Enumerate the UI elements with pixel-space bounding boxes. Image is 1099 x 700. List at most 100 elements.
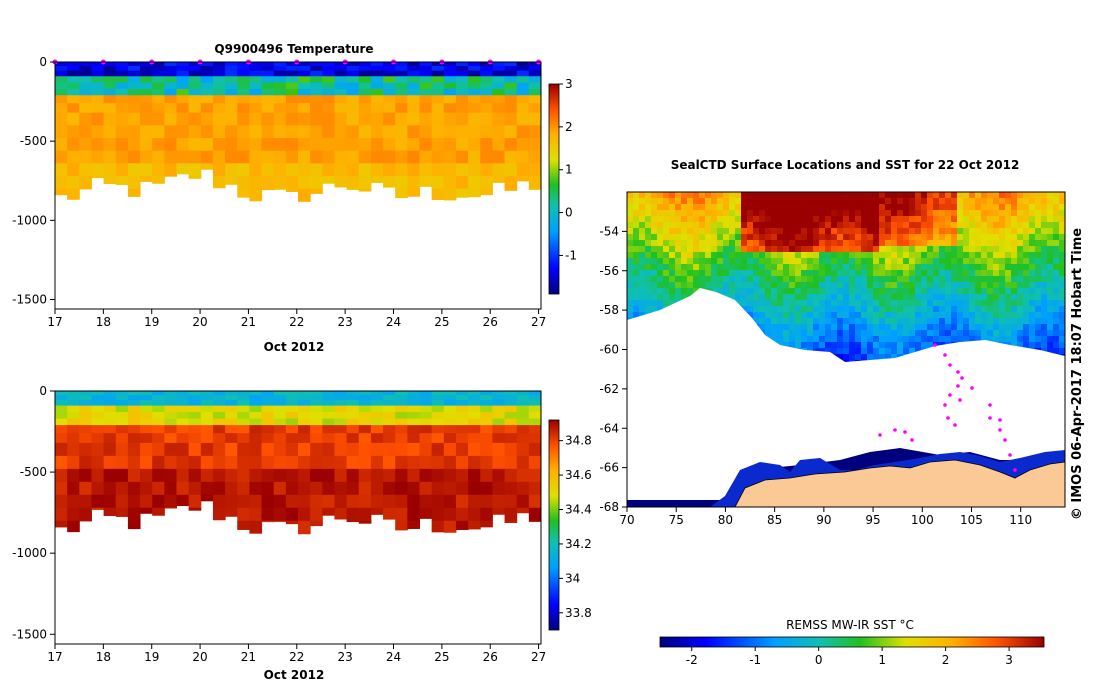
sst-cell [1041, 276, 1048, 283]
temperature-cell [237, 103, 250, 114]
temperature-cell [67, 150, 80, 164]
salinity-cell [310, 418, 323, 426]
sst-cell [663, 216, 670, 223]
sst-cell [957, 288, 964, 295]
sst-cell [711, 240, 718, 247]
sst-cell [747, 222, 754, 229]
sst-cell [759, 216, 766, 223]
temperature-cell [91, 176, 105, 179]
sst-cell [657, 258, 664, 265]
sst-cell [645, 246, 652, 253]
temperature-cell [212, 95, 226, 104]
temperature-cell [91, 95, 105, 104]
sst-cell [1011, 336, 1018, 343]
sst-cell [981, 300, 988, 307]
sst-cell [861, 462, 868, 469]
sst-cell [951, 306, 958, 313]
salinity-cell [480, 468, 493, 483]
temperature-cell [334, 112, 348, 126]
sst-cell [933, 336, 940, 343]
sst-cell [849, 192, 856, 199]
sst-cell [915, 450, 922, 457]
sst-cell [1047, 300, 1054, 307]
temperature-cell [237, 112, 250, 126]
salinity-cell [237, 468, 250, 483]
temperature-cell [370, 103, 384, 114]
sst-cell [933, 276, 940, 283]
temperature-cell [528, 65, 542, 72]
salinity-cell [225, 395, 238, 401]
sst-cell [939, 264, 946, 271]
sst-cell [927, 192, 934, 199]
sst-cell [819, 240, 826, 247]
sst-cell [945, 306, 952, 313]
salinity-cell [383, 412, 396, 420]
temperature-cell [383, 88, 396, 96]
salinity-cell [395, 412, 408, 420]
temperature-cell [67, 138, 80, 152]
temperature-cell [480, 138, 493, 152]
sst-cell [867, 312, 874, 319]
sst-cell [759, 306, 766, 313]
salinity-cell [285, 468, 299, 483]
salinity-cell [322, 468, 335, 483]
sst-cell [1059, 240, 1065, 247]
temperature-cell [225, 88, 238, 96]
salinity-cell [443, 405, 457, 413]
sst-cell [939, 258, 946, 265]
temperature-cell [407, 88, 420, 96]
salinity-cell [383, 433, 396, 444]
sst-cell [819, 222, 826, 229]
sst-cell [735, 234, 742, 241]
sst-cell [981, 282, 988, 289]
sst-cell [981, 204, 988, 211]
salinity-cell [443, 481, 457, 496]
sst-cell [969, 240, 976, 247]
sst-cell [1029, 276, 1036, 283]
sst-cell [957, 240, 964, 247]
sst-cell [783, 264, 790, 271]
sst-cell [801, 270, 808, 277]
temperature-cell [468, 138, 481, 152]
salinity-cell [516, 455, 530, 470]
salinity-cell [115, 455, 129, 470]
sst-cell [1035, 222, 1042, 229]
sst-cell [795, 252, 802, 259]
sst-cell [741, 300, 748, 307]
salinity-cell [285, 405, 299, 413]
sst-cell [651, 240, 658, 247]
sst-cell [633, 282, 640, 289]
sst-cell [1047, 270, 1054, 277]
sst-cell [771, 276, 778, 283]
sst-cell [807, 252, 814, 259]
sst-cell [753, 294, 760, 301]
salinity-cell [431, 433, 445, 444]
sst-cell [765, 264, 772, 271]
sst-cell [651, 192, 658, 199]
sst-cell [975, 198, 982, 205]
temperature-cell [516, 65, 530, 72]
salinity-cell [103, 395, 117, 401]
sst-cell [981, 198, 988, 205]
salinity-cell [225, 425, 238, 434]
temperature-x-axis: 17 18 19 20 21 22 23 24 25 26 27 [47, 309, 546, 329]
sst-cell [675, 210, 682, 217]
temperature-cell [176, 70, 190, 77]
temperature-cell [188, 176, 202, 179]
sst-cell [801, 312, 808, 319]
temperature-cell [492, 70, 506, 77]
temperature-cell [164, 70, 177, 77]
salinity-cell [188, 442, 202, 457]
sst-cell [1035, 198, 1042, 205]
sst-cell [1017, 228, 1024, 235]
sst-cell [885, 276, 892, 283]
temperature-cell [176, 88, 190, 96]
sst-cell [843, 318, 850, 325]
sst-cell [705, 228, 712, 235]
temperature-cell [91, 70, 105, 77]
sst-cell [993, 330, 1000, 337]
sst-cell [831, 222, 838, 229]
sst-cell [1053, 324, 1060, 331]
salinity-cell [395, 468, 408, 483]
temperature-cell [127, 103, 141, 114]
